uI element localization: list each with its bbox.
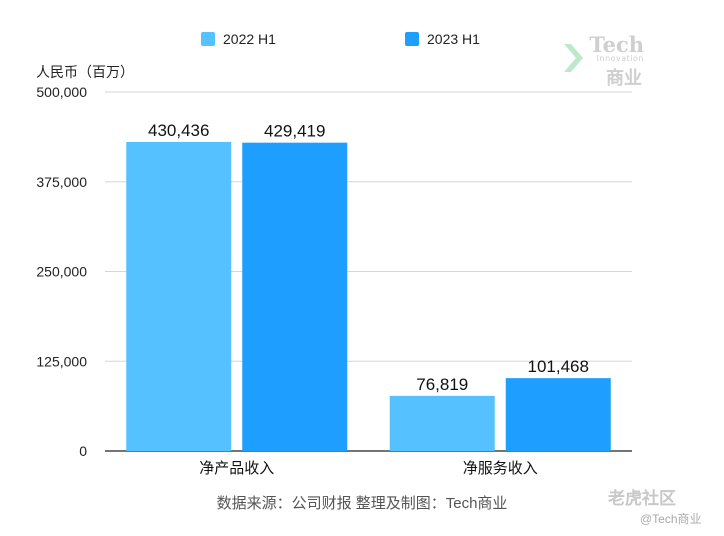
y-tick-label: 500,000 <box>36 84 87 100</box>
y-axis-ticks: 0 125,000 250,000 375,000 500,000 <box>36 84 87 459</box>
watermark-innovation: Innovation <box>596 54 644 63</box>
category-label: 净服务收入 <box>463 459 538 477</box>
y-tick-label: 375,000 <box>36 174 87 190</box>
watermark-chevron-icon <box>564 44 583 72</box>
bar <box>505 378 611 451</box>
bar <box>126 141 232 451</box>
bar <box>242 142 348 451</box>
watermark-tiger-community: 老虎社区 <box>608 489 676 508</box>
watermark-user: @Tech商业 <box>640 512 702 526</box>
data-label: 430,436 <box>148 121 209 140</box>
legend-label-2023: 2023 H1 <box>427 31 480 47</box>
y-axis-label: 人民币（百万） <box>36 64 134 80</box>
legend-item-2022: 2022 H1 <box>201 29 276 49</box>
data-label: 76,819 <box>416 375 468 394</box>
data-labels: 430,436 429,419 76,819 101,468 <box>148 121 589 394</box>
bars <box>126 141 611 451</box>
bar <box>389 395 495 451</box>
legend-swatch-2022 <box>201 32 215 46</box>
legend-label-2022: 2022 H1 <box>223 31 276 47</box>
x-axis-categories: 净产品收入 净服务收入 <box>199 459 538 477</box>
category-label: 净产品收入 <box>199 459 274 477</box>
y-tick-label: 250,000 <box>36 264 87 280</box>
watermark-tech: Tech <box>589 32 644 57</box>
y-tick-label: 0 <box>79 443 87 459</box>
data-label: 101,468 <box>528 357 589 376</box>
legend-item-2023: 2023 H1 <box>405 29 480 49</box>
y-tick-label: 125,000 <box>36 353 87 369</box>
watermark-cn: 商业 <box>606 68 642 89</box>
data-label: 429,419 <box>264 122 325 141</box>
data-source-note: 数据来源：公司财报 整理及制图：Tech商业 <box>216 495 508 512</box>
legend-swatch-2023 <box>405 32 419 46</box>
